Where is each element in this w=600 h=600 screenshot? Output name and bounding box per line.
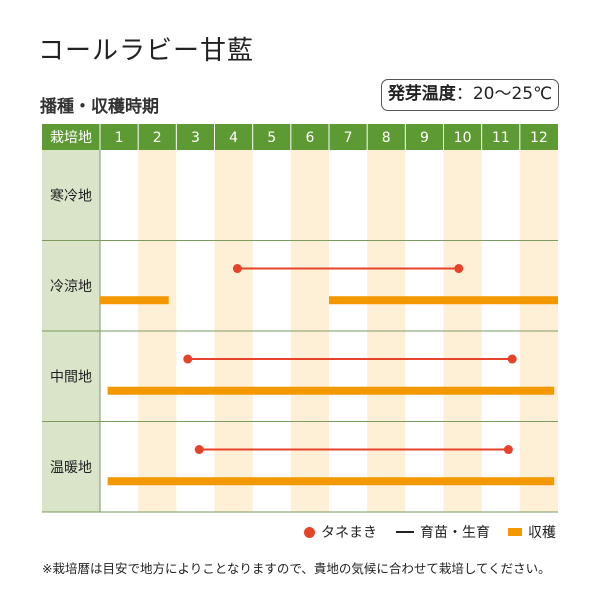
page-title: コールラビー甘藍 bbox=[38, 36, 255, 66]
harvest-bar bbox=[107, 477, 555, 486]
region-label: 温暖地 bbox=[50, 460, 92, 476]
month-label: 4 bbox=[229, 130, 238, 146]
temperature-value: 20～25℃ bbox=[472, 84, 553, 104]
legend-harvest-label: 収穫 bbox=[528, 525, 556, 541]
germination-temperature-box: 発芽温度：20～25℃ bbox=[381, 79, 559, 111]
temperature-separator: ： bbox=[455, 84, 473, 104]
header-bar bbox=[42, 124, 558, 150]
sowing-dot bbox=[194, 445, 204, 455]
legend-growing-label: 育苗・生育 bbox=[420, 525, 490, 541]
month-label: 1 bbox=[115, 130, 124, 146]
month-label: 3 bbox=[191, 130, 200, 146]
sowing-dot-icon bbox=[304, 526, 315, 538]
month-label: 6 bbox=[305, 130, 314, 146]
harvest-bar bbox=[107, 386, 555, 395]
temperature-label: 発芽温度 bbox=[387, 84, 456, 104]
sowing-dot bbox=[507, 354, 517, 364]
harvest-bar bbox=[329, 296, 558, 305]
header-label: 栽培地 bbox=[50, 130, 92, 146]
month-label: 11 bbox=[492, 130, 510, 146]
month-label: 7 bbox=[344, 130, 353, 146]
legend: タネまき 育苗・生育 収穫 bbox=[0, 522, 600, 542]
month-label: 12 bbox=[530, 130, 548, 146]
month-label: 2 bbox=[153, 130, 162, 146]
sowing-dot bbox=[503, 445, 513, 455]
harvest-bar-icon bbox=[508, 528, 522, 536]
month-label: 10 bbox=[454, 130, 472, 146]
legend-harvest: 収穫 bbox=[508, 522, 556, 542]
harvest-bar bbox=[100, 296, 169, 305]
region-label: 寒冷地 bbox=[50, 187, 92, 204]
legend-sowing: タネまき bbox=[304, 522, 377, 542]
legend-sowing-label: タネまき bbox=[321, 525, 377, 541]
footnote: ※栽培暦は目安で地方によりことなりますので、貴地の気候に合わせて栽培してください… bbox=[42, 561, 551, 576]
month-label: 9 bbox=[420, 130, 429, 146]
month-label: 5 bbox=[267, 130, 276, 146]
chart-subtitle: 播種・収穫時期 bbox=[40, 97, 159, 117]
legend-growing: 育苗・生育 bbox=[396, 522, 490, 542]
region-label: 中間地 bbox=[50, 369, 92, 385]
sowing-dot bbox=[183, 354, 193, 364]
sowing-dot bbox=[454, 264, 464, 274]
region-label: 冷涼地 bbox=[50, 279, 92, 295]
month-label: 8 bbox=[382, 130, 391, 146]
growing-line-icon bbox=[396, 531, 414, 533]
sowing-dot bbox=[232, 264, 242, 274]
